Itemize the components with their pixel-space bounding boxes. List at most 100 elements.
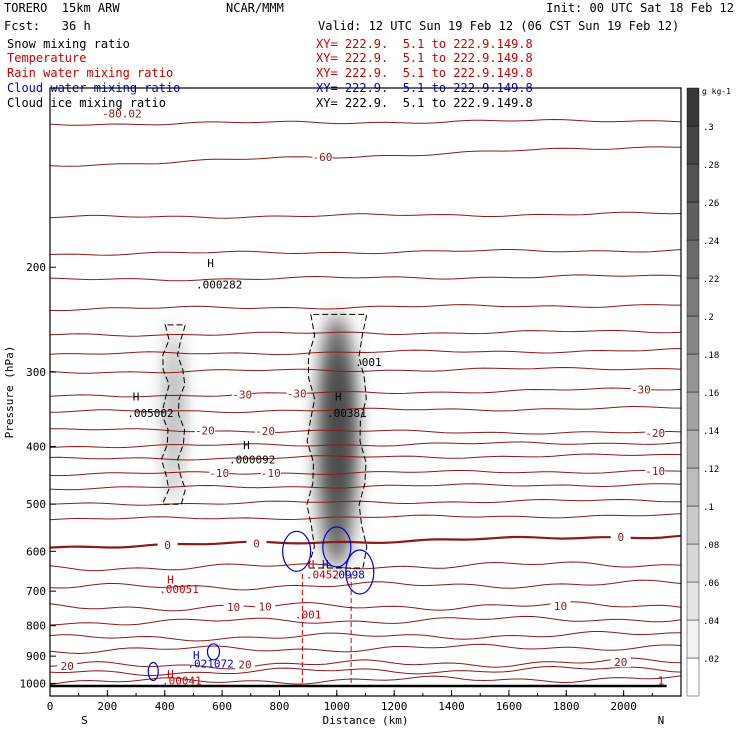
forecast-hour: Fcst: 36 h: [4, 19, 91, 33]
isotherm-label: -30: [232, 388, 252, 401]
isotherm-20: [50, 657, 681, 670]
isotherm-label-bg: [209, 467, 230, 479]
isotherm-label: 10: [258, 601, 271, 614]
annotation-label: H: [193, 649, 200, 662]
colorbar-tick-label: .3: [703, 123, 714, 133]
annotation-label: 1: [658, 675, 665, 688]
annotation-label: .001: [355, 356, 382, 369]
org-label: NCAR/MMM: [226, 1, 284, 15]
snow-plume-core-0: [328, 352, 349, 505]
x-tick-label: 600: [212, 700, 232, 713]
annotation-label: .000282: [196, 278, 242, 291]
annotation-label: H: [243, 439, 250, 452]
x-tick-label: 400: [155, 700, 175, 713]
annotation-label: H: [335, 391, 342, 404]
isotherm-label-bg: [645, 427, 666, 439]
isotherm-label-bg: [610, 656, 631, 668]
isotherm-label-bg: [312, 151, 333, 163]
isotherm-0: [50, 534, 681, 549]
isotherm-line: [50, 675, 681, 685]
valid-time: Valid: 12 UTC Sun 19 Feb 12 (06 CST Sun …: [318, 19, 680, 33]
x-tick-label: 0: [47, 700, 54, 713]
isotherm-label-bg: [286, 387, 307, 399]
annotation-label: .00381: [327, 407, 367, 420]
annotation-label: .00041: [162, 675, 202, 688]
field-cloud-ice-xy: XY= 222.9. 5.1 to 222.9.149.8: [316, 96, 533, 110]
isotherm-label: 0: [164, 539, 171, 552]
colorbar-tick-label: .1: [703, 503, 714, 513]
model-title: TORERO 15km ARW: [4, 1, 120, 15]
isotherm-line: [50, 643, 681, 655]
isotherm-line: [50, 483, 681, 491]
y-axis-label: Pressure (hPa): [3, 346, 16, 439]
field-rain-name: Rain water mixing ratio: [7, 66, 174, 80]
colorbar-segment: [686, 163, 700, 203]
colorbar-tick-label: .26: [703, 199, 719, 209]
x-tick-label: 1000: [324, 700, 351, 713]
colorbar-segment: [686, 201, 700, 241]
isotherm-label: 10: [554, 600, 567, 613]
x-tick-label: 2000: [610, 700, 637, 713]
field-temperature-name: Temperature: [7, 51, 87, 65]
north-label: N: [658, 714, 665, 727]
y-tick-label: 300: [26, 366, 46, 379]
colorbar-segment: [686, 87, 700, 127]
colorbar-tick-label: .18: [703, 351, 719, 361]
isotherm-label: 20: [61, 660, 74, 673]
y-tick-label: 1000: [20, 677, 47, 690]
colorbar-tick-label: .02: [703, 655, 719, 665]
isotherm-label: 0: [253, 537, 260, 550]
isotherm-label-bg: [223, 600, 244, 612]
field-rain-xy: XY= 222.9. 5.1 to 222.9.149.8: [316, 66, 533, 80]
cloud-water-contour-1: [322, 526, 352, 568]
isotherm-label-bg: [246, 537, 267, 549]
isotherm-label: -20: [195, 425, 215, 438]
isotherm-label: -10: [261, 467, 281, 480]
colorbar-tick-label: .24: [703, 237, 719, 247]
y-tick-label: 700: [26, 585, 46, 598]
isotherm-label-bg: [194, 424, 215, 436]
x-axis-label: Distance (km): [322, 714, 408, 727]
y-tick-label: 500: [26, 498, 46, 511]
isotherm-label-bg: [235, 658, 256, 670]
isotherm-label: 20: [238, 659, 251, 672]
isotherm-label: -20: [255, 425, 275, 438]
y-tick-label: 900: [26, 650, 46, 663]
field-cloud-ice-name: Cloud ice mixing ratio: [7, 96, 166, 110]
colorbar-segment: [686, 391, 700, 431]
init-time: Init: 00 UTC Sat 18 Feb 12: [546, 1, 734, 15]
isotherm-label: -60: [313, 151, 333, 164]
colorbar-tick-label: .04: [703, 617, 719, 627]
x-tick-label: 200: [97, 700, 117, 713]
annotation-label: .001: [295, 608, 322, 621]
ice-contour-1: [160, 323, 186, 505]
isotherm-label: -20: [645, 427, 665, 440]
isotherm-label-bg: [630, 383, 651, 395]
isotherm--30: [50, 387, 681, 398]
isotherm--10: [50, 470, 681, 477]
colorbar-unit: g kg-1: [702, 87, 731, 96]
colorbar-segment: [686, 505, 700, 545]
isotherm-line: [50, 304, 681, 312]
y-tick-label: 400: [26, 440, 46, 453]
isotherm-line: [50, 453, 681, 461]
y-tick-label: 200: [26, 261, 46, 274]
field-snow-xy: XY= 222.9. 5.1 to 222.9.149.8: [316, 37, 533, 51]
colorbar-tick-label: .06: [703, 579, 719, 589]
isotherm-line: [50, 249, 681, 256]
colorbar-tick-label: .16: [703, 389, 719, 399]
y-tick-label: 600: [26, 545, 46, 558]
colorbar-segment: [686, 543, 700, 583]
x-tick-label: 1800: [553, 700, 580, 713]
isotherm-10: [50, 601, 681, 612]
isotherm-label-bg: [232, 388, 253, 400]
colorbar-tick-label: .2: [703, 313, 714, 323]
annotation-label: .021072: [187, 657, 233, 670]
isotherm-line: [50, 498, 681, 506]
isotherm-label: -10: [209, 467, 229, 480]
isotherm-line: [50, 615, 681, 626]
snow-plume-core-1: [170, 351, 181, 460]
colorbar-segment: [686, 467, 700, 507]
isotherm-label: -30: [287, 388, 307, 401]
